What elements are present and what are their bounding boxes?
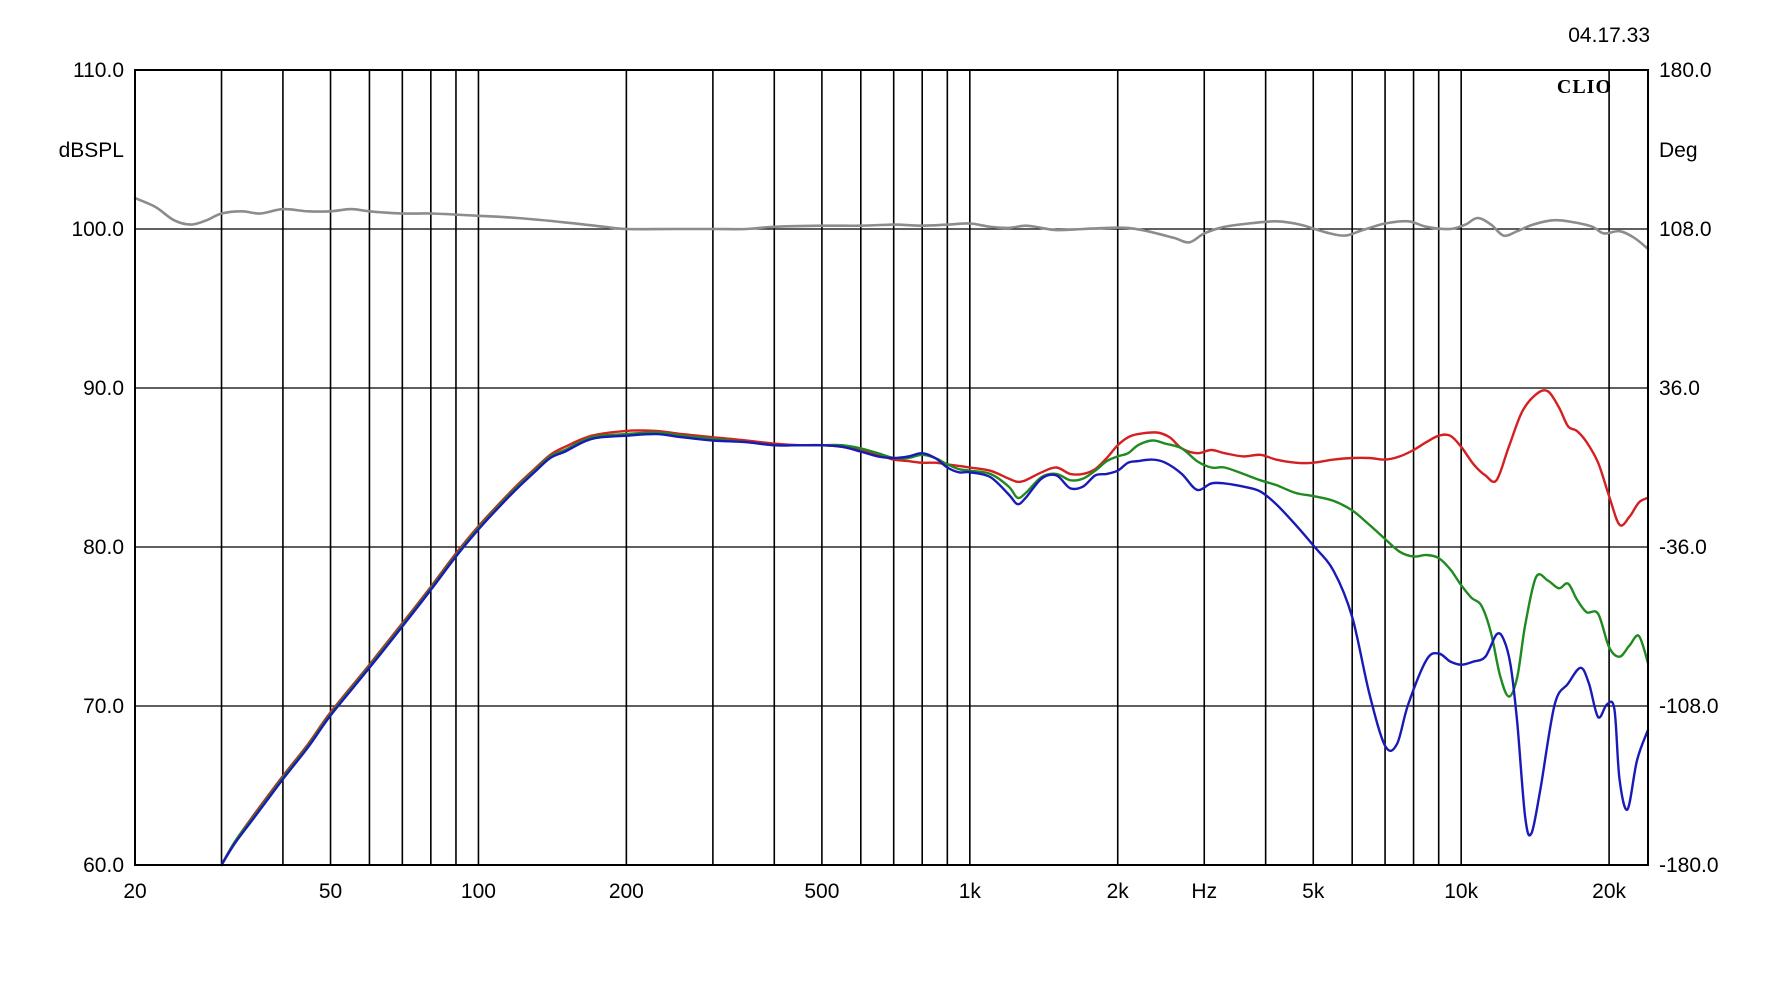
x-tick-label: 5k: [1302, 880, 1325, 903]
response-curve-red: [220, 389, 1650, 867]
left-axis-unit: dBSPL: [59, 139, 124, 162]
timestamp: 04.17.33: [1568, 24, 1650, 47]
y-tick-label-right: -108.0: [1659, 695, 1719, 718]
x-tick-labels: 20 50 100 200 500 1k 2k Hz 5k 10k 20k: [123, 880, 1626, 903]
plot-frame: [134, 69, 1649, 866]
y-tick-label-right: -180.0: [1659, 854, 1719, 877]
x-tick-label: 10k: [1444, 880, 1478, 903]
response-curve-green: [220, 431, 1650, 867]
y-tick-label-right: 108.0: [1659, 218, 1712, 241]
data-curves: [133, 196, 1650, 867]
y-tick-label-left: 80.0: [83, 536, 124, 559]
x-tick-label: 2k: [1107, 880, 1130, 903]
response-curve-blue: [220, 432, 1650, 867]
x-tick-label: 200: [609, 880, 644, 903]
x-tick-label: 100: [461, 880, 496, 903]
y-tick-label-right: 36.0: [1659, 377, 1700, 400]
x-tick-label: 20: [123, 880, 146, 903]
y-tick-label-left: 90.0: [83, 377, 124, 400]
y-tick-label-right: -36.0: [1659, 536, 1707, 559]
brand-logo: CLIO: [1557, 76, 1612, 98]
x-tick-label: 20k: [1592, 880, 1626, 903]
y-tick-label-right: 180.0: [1659, 59, 1712, 82]
right-tick-labels: 180.0 108.0 36.0 -36.0 -108.0 -180.0: [1659, 59, 1719, 877]
right-axis-unit: Deg: [1659, 139, 1698, 162]
x-tick-label: 1k: [959, 880, 982, 903]
y-tick-label-left: 70.0: [83, 695, 124, 718]
y-tick-label-left: 110.0: [73, 59, 124, 82]
y-tick-label-left: 60.0: [83, 854, 124, 877]
grid-lines: [135, 70, 1648, 865]
y-tick-label-left: 100.0: [71, 218, 124, 241]
left-tick-labels: 110.0 100.0 90.0 80.0 70.0 60.0: [71, 59, 124, 877]
phase-curve: [133, 196, 1650, 251]
x-tick-label: Hz: [1191, 880, 1217, 903]
x-tick-label: 500: [804, 880, 839, 903]
x-tick-label: 50: [319, 880, 342, 903]
